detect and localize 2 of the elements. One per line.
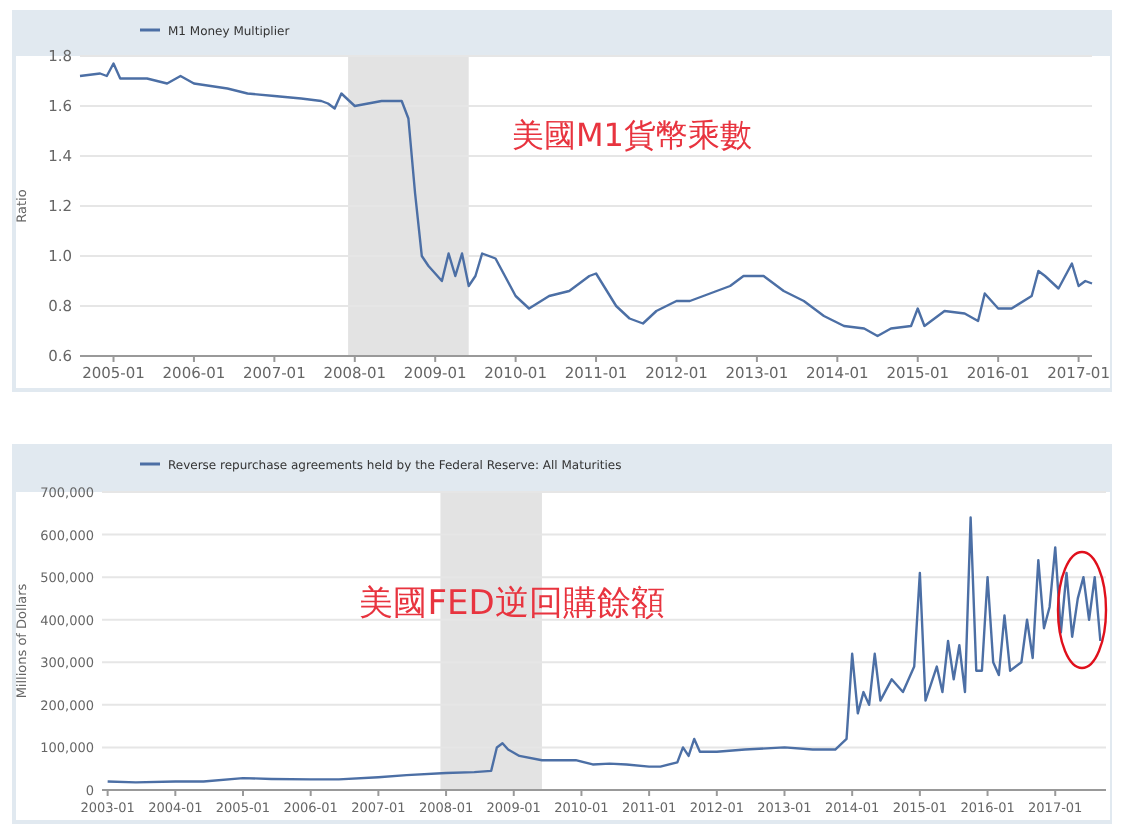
annotation: 美國M1貨幣乘數 [512, 116, 752, 154]
annotation: 美國FED逆回購餘額 [359, 584, 665, 624]
